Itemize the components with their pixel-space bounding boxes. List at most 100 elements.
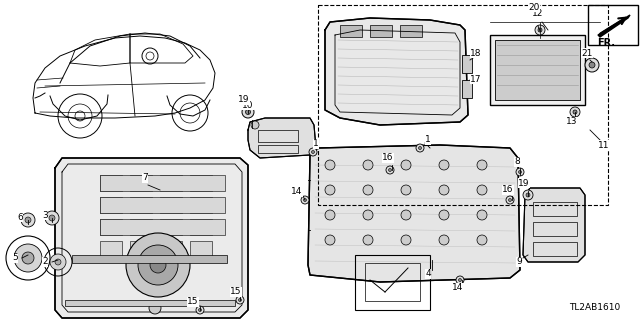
Text: 14: 14: [291, 188, 303, 196]
Circle shape: [363, 210, 373, 220]
Text: 16: 16: [382, 154, 394, 163]
Circle shape: [50, 254, 66, 270]
Circle shape: [477, 160, 487, 170]
Text: 16: 16: [502, 186, 514, 195]
Circle shape: [149, 302, 161, 314]
Bar: [533, 242, 577, 256]
Bar: [533, 202, 577, 216]
Bar: [72, 255, 227, 263]
Circle shape: [386, 166, 394, 174]
Circle shape: [401, 210, 411, 220]
Circle shape: [150, 257, 166, 273]
Bar: [190, 197, 212, 213]
Polygon shape: [523, 188, 585, 262]
Circle shape: [516, 168, 524, 176]
Circle shape: [251, 121, 259, 129]
Circle shape: [363, 160, 373, 170]
Circle shape: [523, 190, 533, 200]
Bar: [258, 145, 298, 153]
Bar: [100, 197, 225, 213]
Text: 21: 21: [581, 49, 593, 58]
Circle shape: [573, 110, 577, 114]
Circle shape: [49, 215, 55, 221]
Circle shape: [14, 244, 42, 272]
Circle shape: [456, 276, 464, 284]
Circle shape: [526, 193, 530, 197]
Circle shape: [126, 233, 190, 297]
Circle shape: [538, 28, 542, 32]
Text: 15: 15: [188, 298, 199, 307]
Circle shape: [363, 185, 373, 195]
Text: 3: 3: [42, 211, 48, 220]
Bar: [130, 241, 152, 257]
Text: 1: 1: [425, 135, 431, 145]
Circle shape: [509, 198, 511, 202]
Bar: [100, 175, 225, 191]
Circle shape: [518, 171, 522, 173]
Text: 2: 2: [42, 258, 48, 267]
Circle shape: [21, 213, 35, 227]
Text: 19: 19: [518, 179, 530, 188]
Circle shape: [589, 62, 595, 68]
Circle shape: [439, 235, 449, 245]
Bar: [318, 5, 608, 205]
Polygon shape: [55, 158, 248, 318]
Bar: [160, 197, 182, 213]
Circle shape: [535, 25, 545, 35]
Text: 6: 6: [17, 212, 23, 221]
Circle shape: [439, 210, 449, 220]
Bar: [100, 175, 122, 191]
Bar: [100, 219, 225, 235]
Bar: [190, 175, 212, 191]
Text: 11: 11: [598, 140, 610, 149]
Bar: [130, 219, 152, 235]
Bar: [100, 241, 122, 257]
Text: 19: 19: [238, 95, 250, 105]
Bar: [365, 263, 420, 301]
Text: 8: 8: [514, 157, 520, 166]
Polygon shape: [308, 145, 520, 282]
Bar: [130, 197, 152, 213]
Circle shape: [419, 147, 422, 149]
Circle shape: [477, 235, 487, 245]
Text: 7: 7: [142, 173, 148, 182]
Bar: [490, 35, 585, 105]
Bar: [400, 25, 422, 37]
Bar: [533, 222, 577, 236]
Circle shape: [506, 196, 514, 204]
Text: 17: 17: [470, 75, 482, 84]
Circle shape: [325, 160, 335, 170]
Circle shape: [325, 235, 335, 245]
Bar: [160, 219, 182, 235]
Circle shape: [458, 278, 461, 282]
Text: 9: 9: [516, 258, 522, 267]
Text: 10: 10: [243, 100, 253, 109]
Text: 13: 13: [566, 117, 578, 126]
Bar: [258, 130, 298, 142]
Circle shape: [198, 308, 202, 311]
Bar: [588, 5, 638, 45]
Circle shape: [401, 235, 411, 245]
Circle shape: [301, 196, 309, 204]
Circle shape: [585, 58, 599, 72]
Circle shape: [309, 148, 317, 156]
Bar: [495, 40, 580, 100]
Circle shape: [55, 259, 61, 265]
Text: 4: 4: [425, 269, 431, 278]
Polygon shape: [248, 118, 316, 158]
Bar: [130, 175, 152, 191]
Circle shape: [570, 107, 580, 117]
Polygon shape: [325, 18, 468, 125]
Text: 20: 20: [528, 3, 540, 12]
Circle shape: [325, 185, 335, 195]
Bar: [190, 219, 212, 235]
Text: 1: 1: [313, 140, 319, 148]
Circle shape: [325, 210, 335, 220]
Bar: [355, 255, 430, 310]
Text: FR.: FR.: [597, 38, 615, 48]
Bar: [340, 25, 362, 37]
Circle shape: [401, 160, 411, 170]
Circle shape: [236, 296, 244, 304]
Circle shape: [388, 169, 392, 172]
Circle shape: [303, 198, 307, 202]
